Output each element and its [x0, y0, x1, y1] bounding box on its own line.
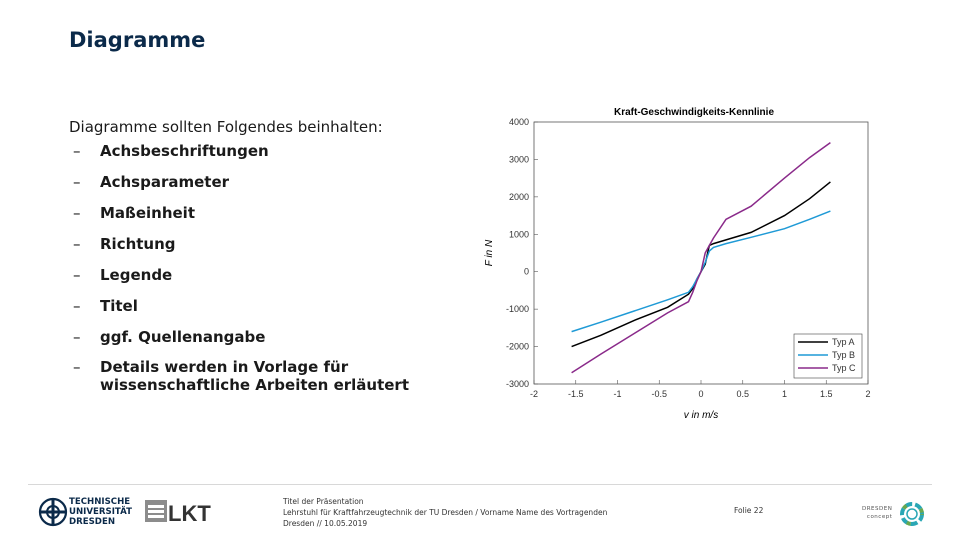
- bullet-text: Maßeinheit: [100, 204, 195, 222]
- page-title: Diagramme: [69, 28, 206, 52]
- x-tick-label: 2: [865, 389, 870, 399]
- bullet-text: ggf. Quellenangabe: [100, 328, 266, 346]
- y-tick-label: 2000: [509, 192, 529, 202]
- y-tick-label: 4000: [509, 117, 529, 127]
- x-tick-label: 0.5: [736, 389, 749, 399]
- tu-logo-line: DRESDEN: [69, 517, 116, 527]
- x-tick-label: 0: [698, 389, 703, 399]
- x-tick-label: -1: [613, 389, 621, 399]
- x-axis-label: v in m/s: [684, 410, 718, 421]
- bullet-item: – Legende: [69, 265, 489, 296]
- bullet-item: – Achsparameter: [69, 172, 489, 203]
- bullet-text: Details werden in Vorlage für wissenscha…: [100, 358, 410, 394]
- legend-label: Typ B: [832, 350, 855, 360]
- x-tick-label: -0.5: [651, 389, 667, 399]
- footer-info: Titel der Präsentation Lehrstuhl für Kra…: [283, 496, 607, 529]
- dc-logo-line: DRESDEN: [862, 506, 893, 512]
- bullet-item: – ggf. Quellenangabe: [69, 327, 489, 358]
- y-tick-label: -1000: [506, 304, 529, 314]
- x-tick-label: 1: [782, 389, 787, 399]
- y-tick-label: 0: [524, 267, 529, 277]
- y-tick-label: -3000: [506, 379, 529, 389]
- bullet-item: – Maßeinheit: [69, 203, 489, 234]
- bullet-text: Richtung: [100, 235, 176, 253]
- legend-label: Typ A: [832, 337, 855, 347]
- tu-logo-line: TECHNISCHE: [69, 497, 131, 507]
- x-tick-label: -1.5: [568, 389, 584, 399]
- legend-label: Typ C: [832, 363, 856, 373]
- tu-logo-line: UNIVERSITÄT: [69, 507, 132, 517]
- bullet-marker: –: [73, 142, 81, 160]
- intro-text: Diagramme sollten Folgendes beinhalten:: [69, 118, 383, 136]
- x-tick-label: 1.5: [820, 389, 833, 399]
- lkt-logo-text: LKT: [168, 501, 211, 526]
- bullet-marker: –: [73, 204, 81, 222]
- bullet-marker: –: [73, 328, 81, 346]
- force-velocity-chart: Kraft-Geschwindigkeits-Kennlinie 4000 300…: [484, 107, 871, 421]
- bullet-marker: –: [73, 297, 81, 315]
- dresden-concept-logo-icon: [900, 502, 924, 526]
- footer-divider: [28, 484, 932, 485]
- y-tick-label: -2000: [506, 342, 529, 352]
- bullet-item: – Titel: [69, 296, 489, 327]
- bullet-marker: –: [73, 266, 81, 284]
- bullet-list: – Achsbeschriftungen – Achsparameter – Maße…: [69, 141, 489, 394]
- y-axis-label: F in N: [484, 239, 495, 266]
- bullet-text: Achsbeschriftungen: [100, 142, 269, 160]
- place-date: Dresden // 10.05.2019: [283, 519, 368, 528]
- bullet-marker: –: [73, 173, 81, 191]
- bullet-item: – Achsbeschriftungen: [69, 141, 489, 172]
- x-tick-label: -2: [530, 389, 538, 399]
- bullet-text: Legende: [100, 266, 173, 284]
- tu-dresden-logo-text: TECHNISCHE UNIVERSITÄT DRESDEN: [69, 497, 132, 527]
- series-line-typ-c: [571, 141, 831, 374]
- bullet-text: Achsparameter: [100, 173, 230, 191]
- bullet-marker: –: [73, 358, 81, 376]
- bullet-item: – Richtung: [69, 234, 489, 265]
- bullet-text: Titel: [100, 297, 138, 315]
- series-line-typ-b: [571, 210, 831, 333]
- y-tick-label: 1000: [509, 229, 529, 239]
- bullet-marker: –: [73, 235, 81, 253]
- lkt-logo-icon: LKT: [145, 500, 211, 526]
- bullet-item: – Details werden in Vorlage für wissensch…: [69, 358, 489, 394]
- dresden-concept-logo-text: DRESDEN concept: [862, 505, 892, 521]
- tu-dresden-logo-icon: [38, 497, 68, 527]
- slide-number: Folie 22: [734, 506, 764, 515]
- dc-logo-line: concept: [866, 514, 893, 520]
- chart-title: Kraft-Geschwindigkeits-Kennlinie: [614, 107, 774, 118]
- chart-legend: Typ A Typ B Typ C: [793, 333, 863, 379]
- presentation-title: Titel der Präsentation: [283, 497, 364, 506]
- y-tick-label: 3000: [509, 154, 529, 164]
- department: Lehrstuhl für Kraftfahrzeugtechnik der T…: [283, 508, 608, 517]
